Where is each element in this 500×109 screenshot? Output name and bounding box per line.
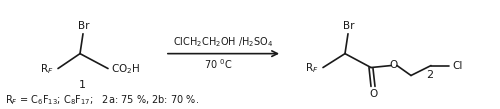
Text: 2: 2 <box>426 71 434 80</box>
Text: Br: Br <box>343 21 355 31</box>
Text: O: O <box>389 60 397 70</box>
Text: 70 $^0$C: 70 $^0$C <box>204 58 233 71</box>
Text: Cl: Cl <box>452 61 462 71</box>
Text: ClCH$_2$CH$_2$OH /H$_2$SO$_4$: ClCH$_2$CH$_2$OH /H$_2$SO$_4$ <box>173 35 274 49</box>
Text: R$_F$: R$_F$ <box>306 62 319 75</box>
Text: R$_F$ = C$_6$F$_{13}$; C$_8$F$_{17}$;   2a: 75 %, 2b: 70 %.: R$_F$ = C$_6$F$_{13}$; C$_8$F$_{17}$; 2a… <box>5 93 199 107</box>
Text: Br: Br <box>78 21 90 31</box>
Text: 1: 1 <box>78 80 86 90</box>
Text: R$_F$: R$_F$ <box>40 63 54 76</box>
Text: CO$_2$H: CO$_2$H <box>111 63 140 76</box>
Text: O: O <box>369 89 377 99</box>
